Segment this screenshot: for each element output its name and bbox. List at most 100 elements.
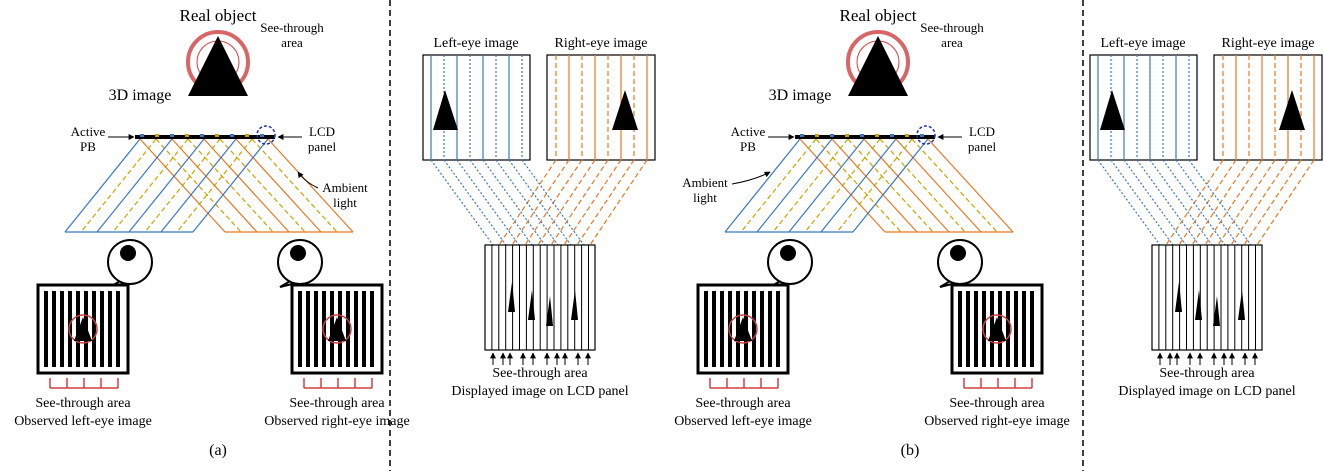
projection [1189, 160, 1251, 245]
stripe [354, 291, 358, 367]
stripe [306, 291, 310, 367]
stripe [760, 291, 764, 367]
stripe [752, 291, 756, 367]
caption: See-through area [289, 396, 384, 411]
stripe [720, 291, 724, 367]
stripe [116, 291, 120, 367]
projection [444, 160, 506, 245]
panel-label: (a) [209, 443, 227, 458]
stripe [1014, 291, 1018, 367]
left-eye-label: Left-eye image [1100, 36, 1185, 51]
stripe [768, 291, 772, 367]
ray [853, 139, 928, 232]
projection [496, 160, 558, 245]
stripe [108, 291, 112, 367]
see-through-label: See-through area [912, 20, 992, 50]
pixel [905, 134, 909, 137]
active-pb-label: Active PB [723, 124, 773, 154]
ray [220, 139, 305, 232]
stripe [704, 291, 708, 367]
pixel [185, 134, 189, 137]
stripe [776, 291, 780, 367]
caption: Observed right-eye image [264, 414, 409, 429]
ray [113, 139, 188, 232]
projection [1257, 160, 1314, 245]
stripe [314, 291, 318, 367]
ray [193, 139, 268, 232]
projection [1124, 160, 1186, 245]
see-through-label: See-through area [492, 366, 587, 381]
stripe [1006, 291, 1010, 367]
caption: Displayed image on LCD panel [1118, 384, 1295, 399]
projection [1231, 160, 1288, 245]
pixel [920, 134, 924, 137]
stripe [370, 291, 374, 367]
pixel [860, 134, 864, 137]
stripe [1030, 291, 1034, 367]
pupil [780, 245, 796, 261]
projection [457, 160, 519, 245]
ray [821, 139, 896, 232]
projection [564, 160, 621, 245]
pupil [290, 245, 306, 261]
pixel [215, 134, 219, 137]
pixel [155, 134, 159, 137]
ray [864, 139, 949, 232]
stripe [958, 291, 962, 367]
pixel [260, 134, 264, 137]
ambient-light-label: Ambient light [315, 180, 375, 210]
projection [1150, 160, 1212, 245]
caption: Observed left-eye image [674, 414, 812, 429]
projection [431, 160, 493, 245]
caption: See-through area [695, 396, 790, 411]
stripe [60, 291, 64, 367]
pixel [170, 134, 174, 137]
pixel [230, 134, 234, 137]
projection [1218, 160, 1275, 245]
projection [1244, 160, 1301, 245]
ray [773, 139, 848, 232]
projection [483, 160, 545, 245]
diagram [0, 0, 1324, 471]
projection [1137, 160, 1199, 245]
pixel [200, 134, 204, 137]
left-eye-image [423, 55, 530, 160]
lcd-panel-label: LCD panel [959, 124, 1005, 154]
stripe [44, 291, 48, 367]
pixel [815, 134, 819, 137]
ray [177, 139, 252, 232]
stripe [712, 291, 716, 367]
image-3d-label: 3D image [109, 88, 172, 103]
ray [789, 139, 864, 232]
stripe [92, 291, 96, 367]
projection [538, 160, 595, 245]
real-object-label: Real object [840, 8, 917, 23]
projection [577, 160, 634, 245]
caption: Observed right-eye image [924, 414, 1069, 429]
projection [1205, 160, 1262, 245]
pixel [140, 134, 144, 137]
stripe [966, 291, 970, 367]
projection [509, 160, 571, 245]
real-object-label: Real object [180, 8, 257, 23]
projection [1163, 160, 1225, 245]
active-pb-label: Active PB [63, 124, 113, 154]
ray [129, 139, 204, 232]
see-through-label: See-through area [1159, 366, 1254, 381]
caption: See-through area [949, 396, 1044, 411]
pupil [950, 245, 966, 261]
stripe [1022, 291, 1026, 367]
panel-label: (b) [901, 443, 920, 458]
projection [470, 160, 532, 245]
caption: Displayed image on LCD panel [451, 384, 628, 399]
stripe [346, 291, 350, 367]
stripe [298, 291, 302, 367]
ray [837, 139, 912, 232]
left-eye-image [1090, 55, 1197, 160]
ray [145, 139, 220, 232]
left-eye-label: Left-eye image [433, 36, 518, 51]
pixel [890, 134, 894, 137]
figure: Real object 3D image See-through area Activ… [0, 0, 1324, 471]
caption: See-through area [35, 396, 130, 411]
pixel [875, 134, 879, 137]
